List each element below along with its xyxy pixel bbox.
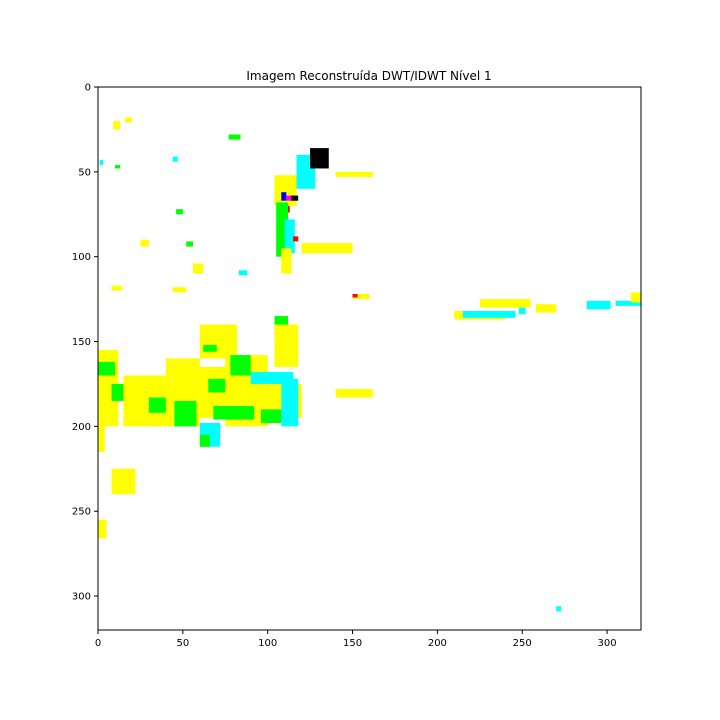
pixel-region-yellow bbox=[281, 248, 292, 274]
chart-title: Imagem Reconstruída DWT/IDWT Nível 1 bbox=[246, 69, 491, 83]
x-axis: 0 50 100 150 200 250 300 bbox=[95, 630, 617, 649]
pixel-region-blue bbox=[281, 192, 287, 201]
y-tick-label: 0 bbox=[85, 83, 91, 94]
x-tick-label: 300 bbox=[598, 638, 617, 649]
pixel-region-green bbox=[186, 241, 194, 247]
pixel-region-green bbox=[213, 406, 255, 420]
pixel-region-yellow bbox=[535, 304, 557, 313]
pixel-region-yellow bbox=[274, 175, 297, 206]
pixel-region-yellow bbox=[113, 120, 121, 130]
pixel-region-cyan bbox=[99, 159, 104, 166]
x-tick-label: 150 bbox=[343, 638, 362, 649]
pixel-region-red bbox=[293, 236, 299, 242]
pixel-region-green bbox=[114, 165, 121, 169]
y-axis: 0 50 100 150 200 250 300 bbox=[72, 83, 98, 603]
pixel-region-cyan bbox=[238, 270, 248, 276]
pixel-region-yellow bbox=[301, 243, 353, 254]
x-tick-label: 100 bbox=[258, 638, 277, 649]
y-tick-label: 250 bbox=[72, 507, 91, 518]
pixel-region-yellow bbox=[172, 287, 187, 293]
pixel-region-green bbox=[174, 400, 197, 427]
pixel-region-yellow bbox=[111, 468, 136, 495]
pixel-region-cyan bbox=[556, 606, 562, 612]
pixel-region-magenta bbox=[286, 195, 294, 201]
pixel-region-cyan bbox=[172, 156, 178, 162]
y-tick-label: 100 bbox=[72, 252, 91, 263]
pixel-region-green bbox=[148, 397, 170, 413]
pixel-region-black bbox=[310, 148, 329, 169]
pixel-region-green bbox=[260, 409, 282, 423]
pixel-region-yellow bbox=[335, 171, 373, 177]
pixel-region-green bbox=[203, 344, 217, 352]
pixel-region-yellow bbox=[140, 239, 149, 247]
x-tick-label: 250 bbox=[513, 638, 532, 649]
x-tick-label: 200 bbox=[428, 638, 447, 649]
pixel-region-green bbox=[98, 361, 115, 376]
pixel-region-yellow bbox=[479, 299, 531, 308]
y-tick-label: 50 bbox=[78, 167, 91, 178]
y-tick-label: 300 bbox=[72, 592, 91, 603]
pixel-region-yellow bbox=[193, 263, 204, 274]
pixel-region-yellow bbox=[352, 294, 370, 300]
pixel-region-green bbox=[199, 434, 210, 447]
pixel-regions bbox=[98, 117, 641, 612]
pixel-region-yellow bbox=[630, 292, 641, 303]
pixel-region-black bbox=[291, 195, 299, 201]
pixel-region-cyan bbox=[284, 219, 295, 254]
x-tick-label: 0 bbox=[95, 638, 101, 649]
pixel-region-yellow bbox=[274, 324, 299, 367]
pixel-region-green bbox=[208, 378, 231, 393]
pixel-region-red bbox=[352, 294, 358, 298]
pixel-region-yellow bbox=[98, 519, 107, 539]
pixel-region-cyan bbox=[518, 307, 526, 315]
x-tick-label: 50 bbox=[176, 638, 189, 649]
pixel-region-yellow bbox=[111, 285, 122, 291]
pixel-region-cyan bbox=[586, 300, 611, 310]
image-area bbox=[98, 87, 641, 630]
pixel-region-cyan bbox=[281, 378, 299, 427]
pixel-region-cyan bbox=[615, 300, 641, 306]
pixel-region-yellow bbox=[125, 117, 132, 123]
y-tick-label: 200 bbox=[72, 422, 91, 433]
pixel-region-yellow bbox=[98, 426, 105, 452]
axes-frame bbox=[97, 86, 642, 631]
pixel-region-green bbox=[176, 209, 183, 215]
pixel-region-yellow bbox=[335, 389, 373, 398]
pixel-region-green bbox=[276, 202, 289, 257]
pixel-region-cyan bbox=[462, 310, 516, 318]
pixel-region-green bbox=[228, 134, 241, 140]
pixel-region-yellow bbox=[199, 324, 238, 359]
y-tick-label: 150 bbox=[72, 337, 91, 348]
pixel-region-green bbox=[230, 355, 251, 376]
